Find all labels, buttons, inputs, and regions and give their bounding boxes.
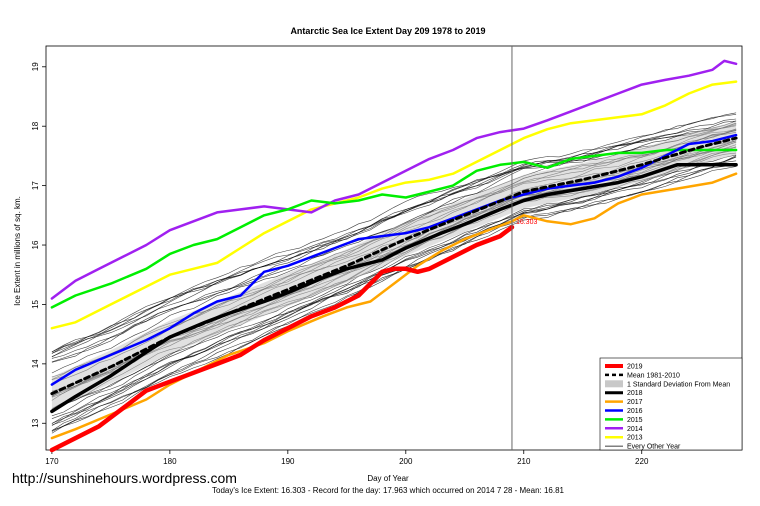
x-tick-label: 220 [635, 457, 649, 466]
legend-label: 2014 [627, 426, 643, 433]
annotations: 16.303 [511, 46, 538, 450]
legend-label: 2017 [627, 399, 643, 406]
series-line-2014 [50, 59, 738, 300]
legend-label: 2013 [627, 435, 643, 442]
y-tick-label: 17 [31, 181, 40, 190]
legend-label: Every Other Year [627, 444, 681, 451]
legend-label: 2015 [627, 417, 643, 424]
y-axis-label: Ice Extent in millions of sq. km. [13, 196, 22, 306]
x-tick-label: 170 [45, 457, 59, 466]
every-other-year-line [51, 120, 737, 357]
every-other-year-line [51, 155, 737, 419]
every-other-year-line [51, 163, 737, 432]
every-other-year-line [51, 124, 737, 358]
series-line-2019 [49, 224, 515, 453]
series-lines [49, 59, 738, 453]
series-line-2016 [50, 133, 738, 386]
x-tick-label: 190 [281, 457, 295, 466]
x-tick-label: 210 [517, 457, 531, 466]
y-tick-label: 16 [31, 240, 40, 249]
y-tick-label: 19 [31, 62, 40, 71]
every-other-year-line [51, 114, 737, 354]
legend-box [599, 357, 743, 451]
chart-title: Antarctic Sea Ice Extent Day 209 1978 to… [290, 26, 485, 36]
chart-subtitle: Today's Ice Extent: 16.303 - Record for … [212, 486, 565, 495]
legend-label: Mean 1981-2010 [627, 372, 680, 379]
credit-url: http://sunshinehours.wordpress.com [12, 470, 237, 486]
y-tick-label: 15 [31, 299, 40, 308]
series-line-2015 [50, 148, 738, 309]
legend-label: 2018 [627, 390, 643, 397]
x-tick-label: 180 [163, 457, 177, 466]
every-other-year-line [51, 156, 737, 424]
legend-swatch [605, 380, 623, 388]
x-axis-label: Day of Year [367, 474, 409, 483]
every-other-year-line [51, 112, 737, 353]
legend-label: 2019 [627, 364, 643, 371]
current-value-label: 16.303 [516, 219, 538, 226]
legend-label: 2016 [627, 408, 643, 415]
y-tick-label: 14 [31, 359, 40, 368]
y-tick-label: 13 [31, 418, 40, 427]
y-tick-label: 18 [31, 121, 40, 130]
plot-frame [45, 45, 743, 451]
x-tick-label: 200 [399, 457, 413, 466]
series-line-mean-1981-2010 [50, 136, 738, 396]
axes: 170 180 190 200 210 220 13 14 15 16 17 18 19 [31, 45, 743, 466]
series-line-2013 [50, 80, 738, 330]
std-dev-band-area [51, 121, 737, 411]
std-dev-band [51, 121, 737, 411]
legend-label: 1 Standard Deviation From Mean [627, 381, 730, 388]
